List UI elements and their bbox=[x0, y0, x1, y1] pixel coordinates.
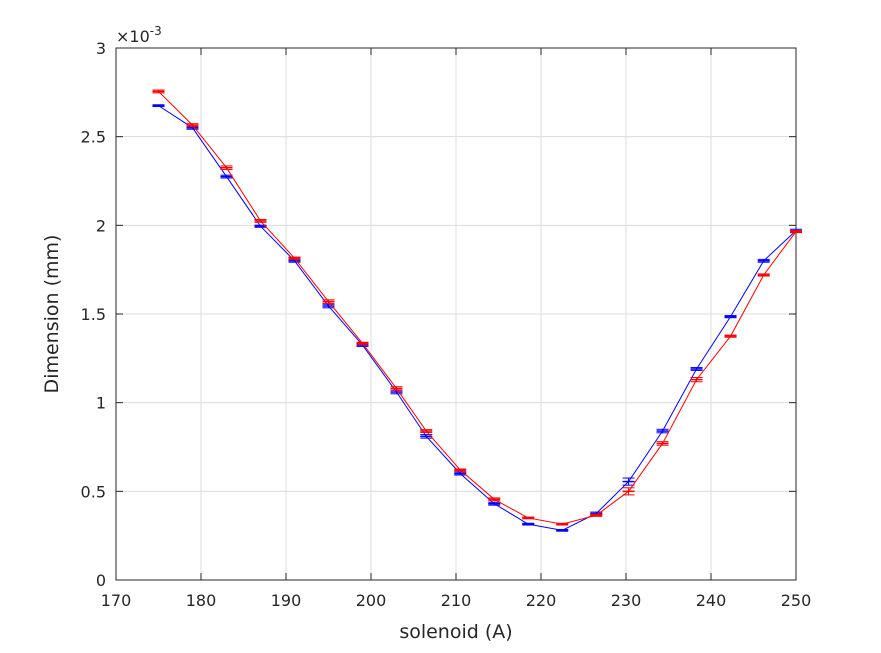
error-bar bbox=[288, 256, 301, 260]
error-bar bbox=[522, 522, 535, 526]
x-axis-label: solenoid (A) bbox=[399, 621, 512, 643]
error-bar bbox=[488, 497, 501, 502]
error-bar bbox=[724, 334, 737, 338]
error-bar bbox=[390, 389, 403, 395]
y-tick-label: 1 bbox=[96, 394, 106, 413]
error-bar bbox=[152, 89, 165, 94]
x-tick-label: 170 bbox=[101, 591, 132, 610]
x-tick-label: 210 bbox=[441, 591, 472, 610]
error-bar bbox=[322, 299, 335, 304]
error-bar bbox=[622, 477, 635, 486]
y-tick-label: 1.5 bbox=[81, 305, 106, 324]
error-bar bbox=[220, 174, 233, 179]
error-bar bbox=[288, 258, 301, 263]
error-bar bbox=[454, 468, 467, 472]
y-exponent-power: -3 bbox=[150, 24, 162, 38]
error-bar bbox=[152, 104, 165, 108]
y-exponent-label: ×10-3 bbox=[116, 24, 162, 46]
error-bar bbox=[724, 315, 737, 319]
x-tick-label: 190 bbox=[271, 591, 302, 610]
error-bar bbox=[757, 273, 770, 277]
y-tick-label: 2 bbox=[96, 216, 106, 235]
error-bar bbox=[488, 501, 501, 506]
error-bar bbox=[656, 428, 669, 434]
error-bar bbox=[690, 367, 703, 371]
error-bar bbox=[622, 487, 635, 496]
error-bar bbox=[656, 441, 669, 446]
y-tick-label: 2.5 bbox=[81, 128, 106, 147]
error-bar bbox=[522, 516, 535, 520]
y-axis-label: Dimension (mm) bbox=[41, 235, 63, 394]
error-bar bbox=[186, 123, 199, 128]
series-line bbox=[158, 105, 797, 531]
x-tick-label: 200 bbox=[356, 591, 387, 610]
y-tick-label: 0 bbox=[96, 571, 106, 590]
error-bar bbox=[390, 386, 403, 391]
error-bar bbox=[254, 218, 267, 223]
x-tick-label: 230 bbox=[611, 591, 642, 610]
error-bar bbox=[356, 341, 369, 345]
error-bar bbox=[757, 258, 770, 263]
error-bar bbox=[254, 224, 267, 228]
error-bar bbox=[590, 513, 603, 517]
error-bar bbox=[690, 376, 703, 383]
error-bar bbox=[420, 429, 433, 433]
axis-ticks: 170 180 190 200 210 220 230 240 250 0 0.5 1 1.5 2 2.5 3 bbox=[81, 39, 812, 610]
series-line bbox=[158, 91, 797, 525]
error-bar bbox=[220, 165, 233, 170]
error-bar bbox=[790, 229, 802, 234]
series-1 bbox=[152, 89, 802, 526]
series-group bbox=[152, 89, 802, 532]
x-tick-label: 220 bbox=[526, 591, 557, 610]
x-tick-label: 180 bbox=[186, 591, 217, 610]
x-tick-label: 250 bbox=[781, 591, 812, 610]
error-bar bbox=[556, 522, 569, 526]
y-tick-label: 0.5 bbox=[81, 482, 106, 501]
grid-lines bbox=[115, 47, 797, 581]
error-bar bbox=[556, 528, 569, 532]
x-tick-label: 240 bbox=[696, 591, 727, 610]
series-0 bbox=[152, 104, 802, 532]
y-tick-label: 3 bbox=[96, 39, 106, 58]
y-exponent-base: ×10 bbox=[116, 27, 150, 46]
